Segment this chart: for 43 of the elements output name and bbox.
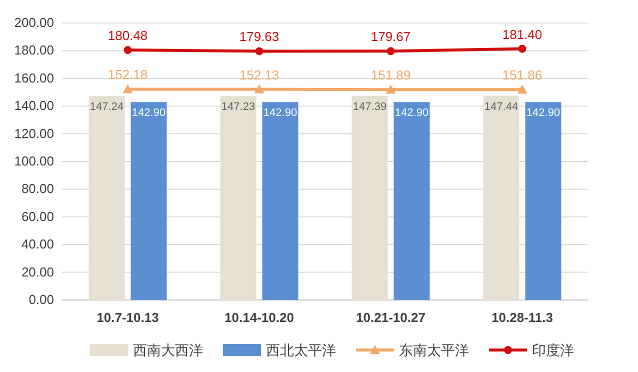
y-tick-label: 0.00 (28, 292, 54, 307)
data-label: 179.63 (239, 29, 280, 44)
y-tick-label: 120.00 (14, 126, 54, 141)
data-label: 180.48 (108, 28, 148, 44)
data-label: 147.23 (221, 101, 256, 114)
point (255, 47, 264, 56)
data-label: 151.86 (502, 68, 542, 83)
y-tick-label: 20.00 (21, 264, 54, 280)
y-tick-label: 180.00 (14, 42, 54, 58)
point (517, 84, 528, 94)
data-label: 142.90 (263, 107, 298, 120)
data-label: 147.44 (484, 100, 518, 113)
y-tick-label: 80.00 (21, 181, 54, 196)
x-tick-label: 10.7-10.13 (96, 310, 159, 325)
point (386, 47, 395, 56)
data-label: 181.40 (502, 26, 542, 42)
data-label: 142.90 (526, 107, 560, 120)
data-label: 142.90 (132, 107, 166, 120)
legend-label: 西南大西洋 (133, 342, 203, 358)
point (124, 46, 132, 54)
y-tick-label: 60.00 (21, 208, 54, 224)
data-label: 147.39 (352, 100, 387, 113)
legend-label: 西北太平洋 (266, 342, 336, 358)
y-tick-label: 100.00 (14, 154, 54, 168)
x-tick-label: 10.14-10.20 (224, 310, 294, 325)
x-tick-label: 10.21-10.27 (356, 310, 426, 325)
y-tick-label: 140.00 (14, 98, 54, 114)
point (386, 84, 396, 94)
data-label: 147.24 (90, 101, 124, 114)
y-tick-label: 160.00 (14, 70, 54, 86)
data-label: 179.67 (370, 29, 411, 44)
x-tick-label: 10.28-11.3 (492, 310, 553, 325)
data-label: 152.13 (239, 67, 280, 82)
y-tick-label: 40.00 (21, 236, 54, 252)
legend-label: 东南太平洋 (399, 342, 469, 358)
point (122, 84, 133, 94)
data-label: 142.90 (394, 107, 429, 120)
data-label: 151.89 (370, 68, 411, 83)
point (518, 44, 526, 53)
legend-label: 印度洋 (532, 342, 574, 358)
data-label: 152.18 (108, 67, 148, 82)
y-tick-label: 200.00 (14, 15, 54, 30)
point (254, 84, 264, 94)
